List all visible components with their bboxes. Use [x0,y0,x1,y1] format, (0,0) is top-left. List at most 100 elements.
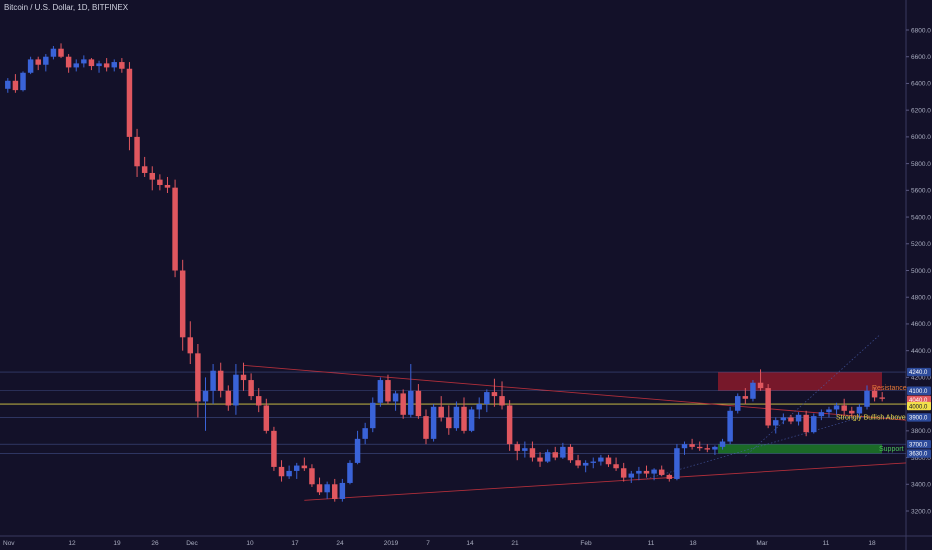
candle [643,465,650,478]
x-tick-label: Dec [186,540,198,547]
x-tick-label: 7 [426,540,430,547]
candle [757,369,764,391]
candle-body [696,446,703,449]
candle-body [537,457,543,462]
y-tick-label: 5400.0 [911,214,931,221]
candle [20,71,26,92]
price-tag-bg [907,439,931,449]
candle-body [552,452,558,458]
candle [400,389,406,419]
candle-body [620,468,627,478]
candle-body [65,56,72,68]
candle-body [529,448,536,458]
candle-body [392,393,399,402]
x-tick-label: 18 [689,540,697,547]
candle-body [567,446,574,461]
candle-body [27,59,34,73]
candle [765,384,771,429]
price-tag-bg [907,401,931,411]
candle-body [636,470,642,474]
candle [35,56,41,71]
candle [788,414,794,425]
candle [734,393,741,414]
candle [499,381,505,410]
candle-body [795,414,802,422]
candle-body [826,409,832,413]
candle-body [50,48,57,57]
candle [225,385,232,411]
candle-body [240,374,247,381]
candle-body [499,396,505,406]
candle-body [141,166,148,173]
candle-body [172,187,178,271]
dotted-channel-upper [745,334,881,457]
candle-body [73,63,79,68]
candle [309,464,315,487]
candle-body [20,72,26,91]
candle-body [560,446,566,458]
candle [468,406,475,433]
candle [103,58,110,72]
candle-body [590,461,597,463]
candle-body [468,409,475,431]
candle-body [88,59,95,67]
candle-body [438,406,444,418]
candle-body [423,416,429,439]
y-tick-label: 6400.0 [911,81,931,88]
price-tag: 4100.0 [907,386,931,395]
candle [727,406,733,445]
candle-body [408,390,414,415]
candle-body [332,484,338,499]
candle-body [514,444,520,451]
x-tick-label: 14 [466,540,474,547]
y-tick-label: 6600.0 [911,54,931,61]
candle-body [377,380,384,403]
candle-body [96,63,102,67]
candle [423,409,429,445]
ascending-trendline [304,462,907,501]
candle [719,438,726,450]
price-tag-label: 4100.0 [909,389,928,395]
price-tag-label: 4000.0 [909,404,928,410]
candle-body [491,392,498,397]
price-tag-label: 4040.0 [909,398,928,404]
candle-body [248,380,254,397]
candle [514,441,520,461]
candle [332,478,338,502]
candle [681,441,688,455]
price-tag: 3700.0 [907,439,931,449]
candle [484,389,490,413]
candle [58,43,64,59]
candle [560,442,566,459]
candle [666,473,673,482]
candle-body [651,469,657,474]
candle-body [415,390,422,417]
candle-body [385,380,391,402]
price-tag-label: 4240.0 [909,370,928,376]
x-tick-label: 26 [151,540,159,547]
price-tag: 3630.0 [907,449,931,458]
candle-body [217,370,224,391]
candle [605,454,612,467]
x-tick-label: 19 [113,540,121,547]
candle-body [263,405,270,431]
candle-body [803,414,809,433]
candle [179,259,186,351]
price-tag-label: 3630.0 [909,452,928,458]
candle [126,62,133,151]
candle-body [681,444,688,449]
candle [316,477,323,495]
price-tag: 4000.0 [907,401,931,411]
x-tick-label: 17 [291,540,299,547]
candle [240,362,247,391]
x-tick-label: 24 [336,540,344,547]
candle [354,430,361,465]
candle [582,460,589,473]
candle [172,179,178,278]
x-tick-label: 12 [68,540,76,547]
candle [674,444,680,481]
candle [233,364,239,415]
candle-body [35,59,41,65]
